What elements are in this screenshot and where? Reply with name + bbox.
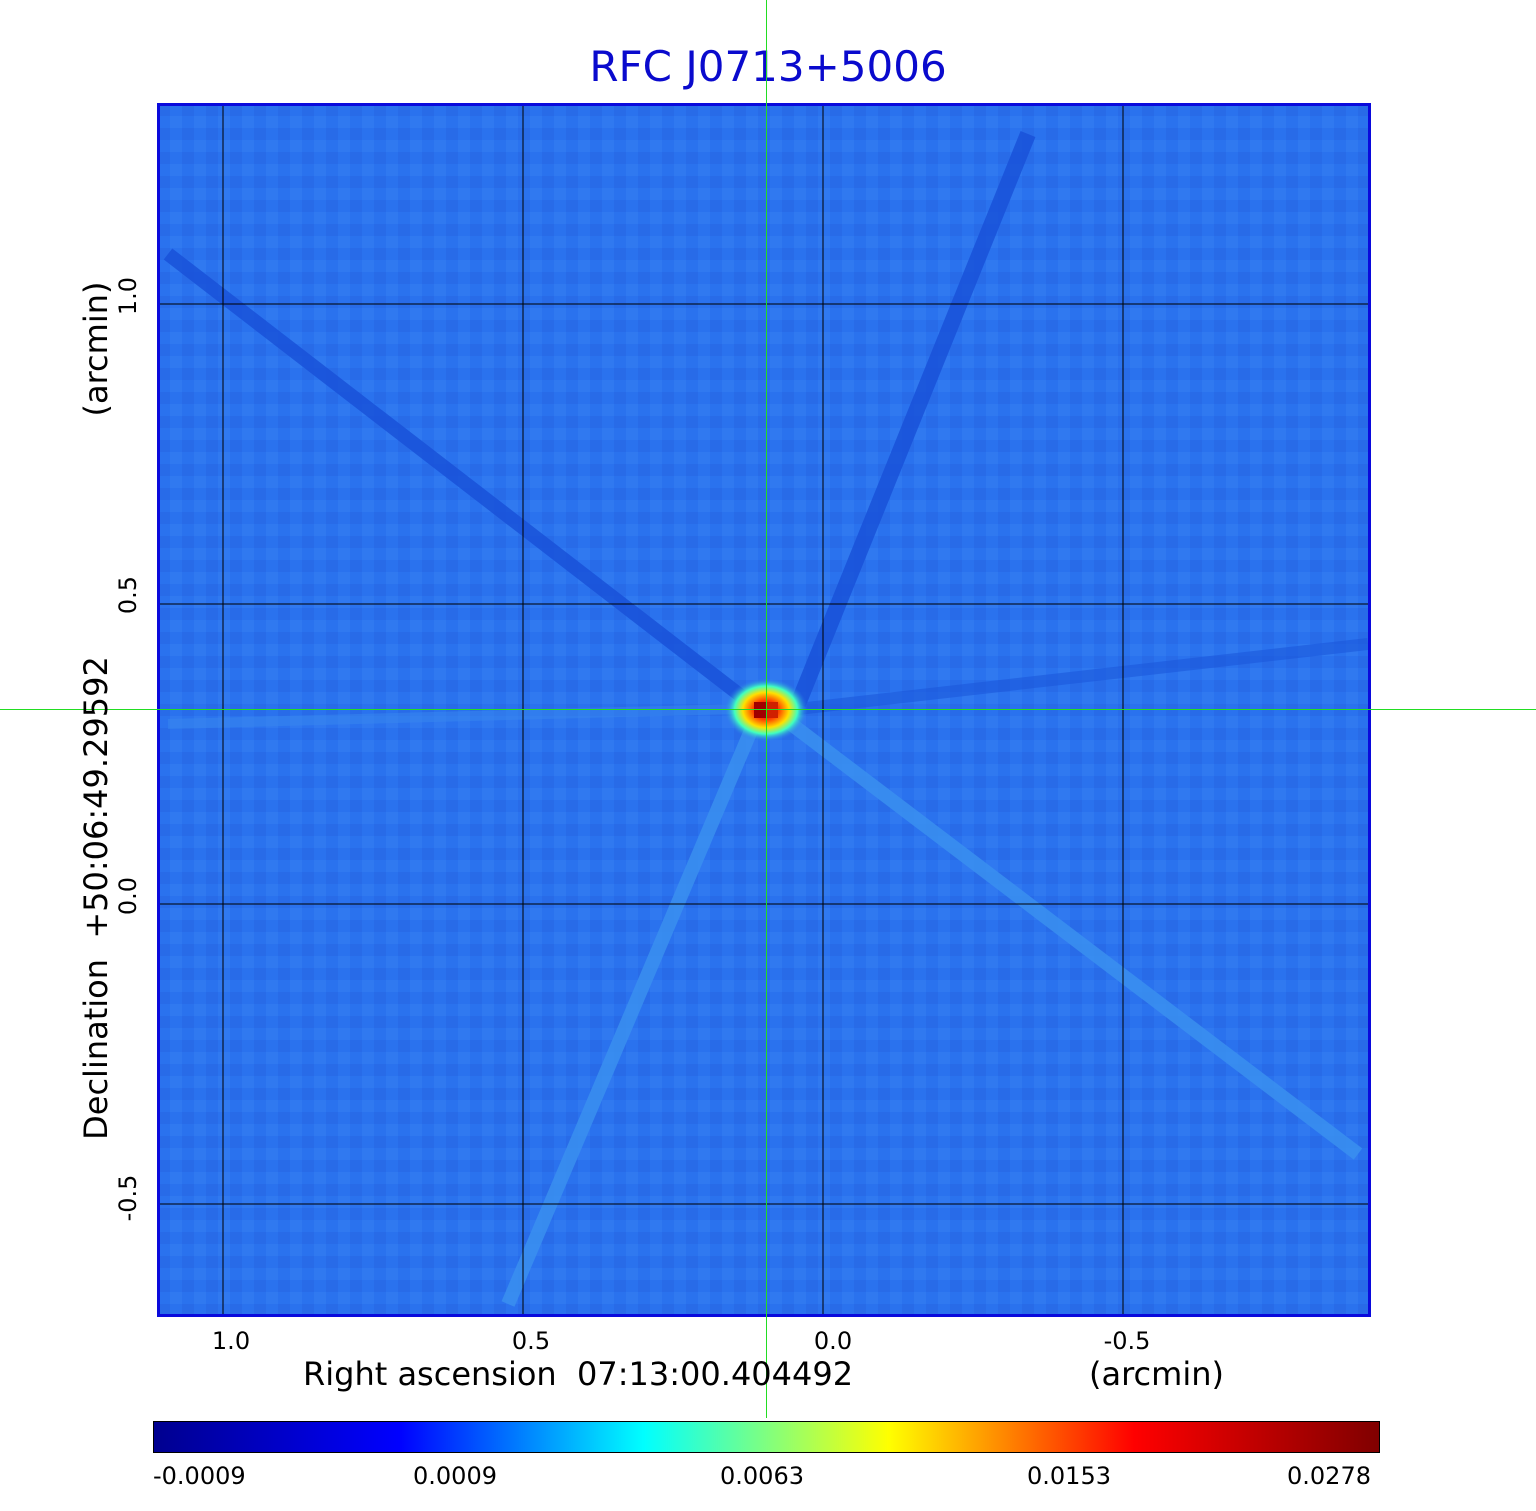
source-peak [754,702,766,718]
x-axis-label: Right ascension 07:13:00.404492 [303,1355,854,1393]
colorbar [153,1421,1380,1453]
sidelobe-spoke [167,704,739,729]
x-tick-label: 0.0 [813,1327,853,1355]
image-title: RFC J0713+5006 [589,42,947,91]
y-tick-label: 0.0 [114,876,142,916]
y-tick-label: 1.0 [114,276,142,316]
x-tick-label: 1.0 [211,1327,251,1355]
x-tick-label: -0.5 [1103,1327,1151,1355]
colorbar-tick-label: 0.0009 [413,1462,497,1490]
sidelobe-spoke [797,638,1368,715]
colorbar-tick-label: 0.0153 [1027,1462,1111,1490]
source-peak [766,702,778,718]
sidelobe-spoke [163,248,763,715]
colorbar-tick-label: 0.0278 [1287,1462,1371,1490]
sidelobe-spoke [773,708,1363,1160]
colorbar-tick-label: 0.0063 [720,1462,804,1490]
x-axis-unit: (arcmin) [1089,1355,1224,1393]
y-axis-label: Declination +50:06:49.29592 [77,656,115,1140]
sidelobe-spoke [501,711,765,1307]
crosshair-horizontal [0,709,1536,710]
y-tick-label: -0.5 [114,1174,142,1222]
y-axis-unit: (arcmin) [77,281,115,417]
y-tick-label: 0.5 [114,575,142,615]
sidelobe-spoke [790,131,1036,707]
x-tick-label: 0.5 [511,1327,551,1355]
colorbar-tick-label: -0.0009 [153,1462,246,1490]
